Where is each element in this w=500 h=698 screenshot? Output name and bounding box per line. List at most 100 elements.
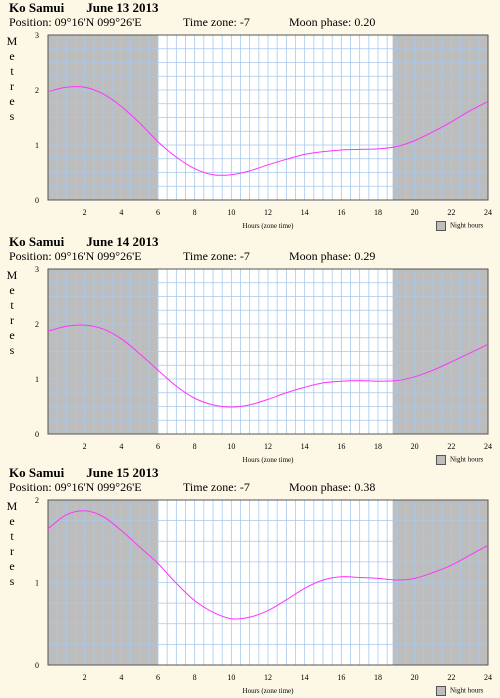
x-axis-title: Hours (zone time): [243, 687, 295, 695]
y-tick-label: 2: [35, 320, 39, 329]
x-tick-label: 14: [301, 442, 309, 451]
night-hours-legend: Night hours: [436, 455, 483, 465]
date-label: June 14 2013: [86, 234, 159, 249]
y-axis-letter: e: [9, 49, 15, 63]
panel-info: Position: 09°16'N 099°26'E Time zone: -7…: [9, 249, 375, 264]
panel-info: Position: 09°16'N 099°26'E Time zone: -7…: [9, 480, 375, 495]
y-tick-label: 3: [35, 265, 39, 274]
x-tick-label: 4: [119, 208, 123, 217]
y-axis-letter: e: [9, 559, 15, 573]
night-hours-legend: Night hours: [436, 686, 483, 696]
tide-panel: Ko Samui June 14 2013 Position: 09°16'N …: [0, 234, 500, 466]
y-axis-letter: s: [9, 343, 15, 357]
tide-line: [47, 86, 489, 176]
y-axis-label: M e t r e s: [6, 34, 18, 124]
x-tick-label: 22: [447, 442, 455, 451]
plot-frame: [47, 268, 489, 435]
x-tick-label: 10: [227, 673, 235, 682]
location-name: Ko Samui: [9, 465, 65, 480]
x-tick-label: 8: [193, 208, 197, 217]
y-axis-letter: t: [10, 64, 14, 78]
y-axis-letter: t: [10, 298, 14, 312]
date-label: June 13 2013: [86, 0, 159, 15]
x-tick-label: 2: [83, 673, 87, 682]
y-tick-label: 2: [35, 86, 39, 95]
legend-label: Night hours: [450, 686, 484, 695]
plot-frame: [47, 499, 489, 666]
x-tick-label: 12: [264, 208, 272, 217]
y-axis-letter: e: [9, 514, 15, 528]
x-tick-label: 10: [227, 208, 235, 217]
y-tick-label: 3: [35, 31, 39, 40]
position-label: Position: 09°16'N 099°26'E: [9, 480, 142, 494]
location-name: Ko Samui: [9, 0, 65, 15]
tide-line: [47, 324, 489, 408]
position-label: Position: 09°16'N 099°26'E: [9, 15, 142, 29]
y-tick-label: 0: [35, 661, 39, 670]
x-tick-label: 16: [337, 442, 345, 451]
x-tick-label: 4: [119, 442, 123, 451]
x-tick-label: 2: [83, 208, 87, 217]
y-tick-label: 0: [35, 196, 39, 205]
moon-phase-label: Moon phase: 0.38: [289, 480, 376, 494]
x-tick-label: 12: [264, 673, 272, 682]
date-label: June 15 2013: [86, 465, 159, 480]
plot-frame: [47, 34, 489, 201]
tide-line: [47, 510, 489, 620]
panel-title: Ko Samui June 13 2013: [9, 0, 158, 16]
tide-panel: Ko Samui June 15 2013 Position: 09°16'N …: [0, 465, 500, 697]
x-tick-label: 18: [374, 442, 382, 451]
x-tick-label: 14: [301, 673, 309, 682]
y-axis-letter: e: [9, 94, 15, 108]
y-axis-label: M e t r e s: [6, 499, 18, 589]
x-tick-label: 20: [411, 673, 419, 682]
x-tick-label: 6: [156, 673, 160, 682]
x-tick-label: 14: [301, 208, 309, 217]
x-axis-title: Hours (zone time): [243, 222, 295, 230]
position-label: Position: 09°16'N 099°26'E: [9, 249, 142, 263]
timezone-label: Time zone: -7: [183, 249, 250, 263]
y-tick-label: 0: [35, 430, 39, 439]
y-axis-letter: e: [9, 283, 15, 297]
y-axis-letter: s: [9, 574, 15, 588]
y-axis-letter: t: [10, 529, 14, 543]
y-axis-letter: r: [10, 79, 14, 93]
panel-title: Ko Samui June 14 2013: [9, 234, 158, 250]
night-swatch: [436, 686, 446, 696]
x-tick-label: 24: [484, 673, 492, 682]
moon-phase-label: Moon phase: 0.20: [289, 15, 376, 29]
y-tick-label: 1: [35, 141, 39, 150]
x-tick-label: 16: [337, 208, 345, 217]
x-tick-label: 22: [447, 673, 455, 682]
x-tick-label: 24: [484, 442, 492, 451]
y-tick-label: 1: [35, 579, 39, 588]
panel-info: Position: 09°16'N 099°26'E Time zone: -7…: [9, 15, 375, 30]
legend-label: Night hours: [450, 455, 484, 464]
y-axis-letter: e: [9, 328, 15, 342]
y-axis-letter: M: [6, 268, 18, 282]
night-hours-legend: Night hours: [436, 221, 483, 231]
y-axis-letter: M: [6, 499, 18, 513]
night-swatch: [436, 221, 446, 231]
night-swatch: [436, 455, 446, 465]
location-name: Ko Samui: [9, 234, 65, 249]
x-tick-label: 20: [411, 208, 419, 217]
x-tick-label: 6: [156, 208, 160, 217]
y-tick-label: 2: [35, 496, 39, 505]
y-axis-letter: r: [10, 544, 14, 558]
y-axis-letter: s: [9, 109, 15, 123]
x-tick-label: 6: [156, 442, 160, 451]
y-axis-label: M e t r e s: [6, 268, 18, 358]
moon-phase-label: Moon phase: 0.29: [289, 249, 376, 263]
x-tick-label: 18: [374, 673, 382, 682]
panel-title: Ko Samui June 15 2013: [9, 465, 158, 481]
tide-panel: Ko Samui June 13 2013 Position: 09°16'N …: [0, 0, 500, 232]
x-tick-label: 10: [227, 442, 235, 451]
x-tick-label: 2: [83, 442, 87, 451]
x-tick-label: 18: [374, 208, 382, 217]
x-tick-label: 16: [337, 673, 345, 682]
x-tick-label: 4: [119, 673, 123, 682]
